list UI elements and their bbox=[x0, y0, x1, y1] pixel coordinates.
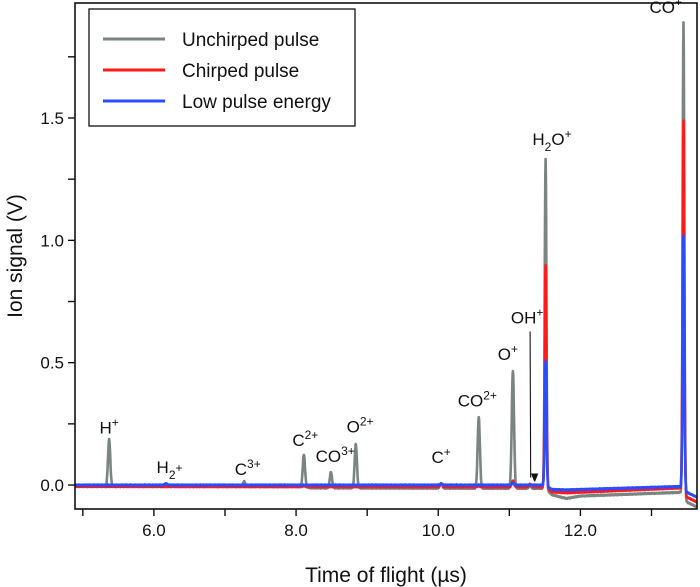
series-line-chirped-pulse bbox=[75, 119, 697, 504]
peak-label-part: 2 bbox=[545, 140, 552, 154]
peak-label-part: C bbox=[292, 431, 304, 450]
annotation-layer: H+H2+ C3+C2+CO3+O2+C+CO2+O+OH+H2O+CO+ bbox=[99, 0, 682, 482]
peak-label: CO3+ bbox=[316, 444, 355, 466]
legend-label: Low pulse energy bbox=[182, 92, 331, 113]
plot-frame bbox=[74, 2, 698, 510]
peak-label-part: + bbox=[511, 342, 518, 356]
y-tick-label: 0.0 bbox=[40, 476, 64, 495]
y-tick-label: 1.5 bbox=[40, 109, 64, 128]
peak-label: OH+ bbox=[511, 306, 544, 328]
peak-label-part: + bbox=[112, 416, 119, 430]
peak-label: C2+ bbox=[292, 428, 318, 450]
peak-label-part: C bbox=[431, 448, 443, 467]
y-axis-title: Ion signal (V) bbox=[4, 194, 27, 318]
peak-label-part: CO bbox=[458, 392, 484, 411]
peak-label: H2+ bbox=[157, 458, 183, 482]
peak-arrow bbox=[529, 331, 531, 478]
y-tick-label: 1.0 bbox=[40, 231, 64, 250]
x-axis-title: Time of flight (µs) bbox=[305, 564, 467, 587]
peak-label-part: + bbox=[536, 306, 543, 320]
peak-label: O+ bbox=[498, 342, 518, 364]
peak-label: H2O+ bbox=[532, 127, 571, 154]
peak-label-part: + bbox=[675, 0, 682, 9]
x-tick-label: 10.0 bbox=[422, 521, 455, 540]
peak-label-part: + bbox=[565, 127, 572, 141]
series-line-low-pulse-energy bbox=[75, 233, 697, 499]
peak-label-part: CO bbox=[316, 447, 342, 466]
peak-label-part: O bbox=[498, 345, 511, 364]
peak-label-part: 2 bbox=[169, 468, 176, 482]
peak-label-part: 3+ bbox=[247, 457, 261, 471]
peak-label: CO2+ bbox=[458, 389, 497, 411]
peak-label-part: C bbox=[235, 460, 247, 479]
legend-box bbox=[88, 8, 356, 127]
legend-label: Chirped pulse bbox=[182, 61, 299, 82]
x-tick-label: 8.0 bbox=[284, 521, 308, 540]
peak-label-part: + bbox=[444, 445, 451, 459]
legend: Unchirped pulse Chirped pulse Low pulse en… bbox=[88, 8, 356, 127]
peak-label-part: H bbox=[532, 130, 544, 149]
peak-label-part: H bbox=[99, 419, 111, 438]
axes: 6.0 8.0 10.0 12.0 0.0 0.5 1.0 1.5 bbox=[40, 56, 653, 540]
peak-label: C+ bbox=[431, 445, 450, 467]
x-tick-label: 12.0 bbox=[564, 521, 597, 540]
peak-label-part: 2+ bbox=[483, 389, 497, 403]
x-tick-label: 6.0 bbox=[142, 521, 166, 540]
series-layer bbox=[75, 21, 697, 509]
peak-label-part: OH bbox=[511, 309, 537, 328]
peak-label: C3+ bbox=[235, 457, 261, 479]
peak-label-part: H bbox=[157, 458, 169, 477]
peak-label: H+ bbox=[99, 416, 118, 438]
peak-label-part: CO bbox=[649, 0, 675, 17]
peak-label: CO+ bbox=[649, 0, 682, 17]
legend-label: Unchirped pulse bbox=[182, 30, 319, 51]
peak-label: O2+ bbox=[347, 414, 374, 436]
peak-label-part: 2+ bbox=[360, 414, 374, 428]
peak-label-part: 2+ bbox=[305, 428, 319, 442]
peak-label-part: O bbox=[551, 130, 564, 149]
y-tick-label: 0.5 bbox=[40, 354, 64, 373]
peak-label-part: 3+ bbox=[341, 444, 355, 458]
peak-label-part: O bbox=[347, 417, 360, 436]
peak-label-part: + bbox=[176, 461, 183, 475]
